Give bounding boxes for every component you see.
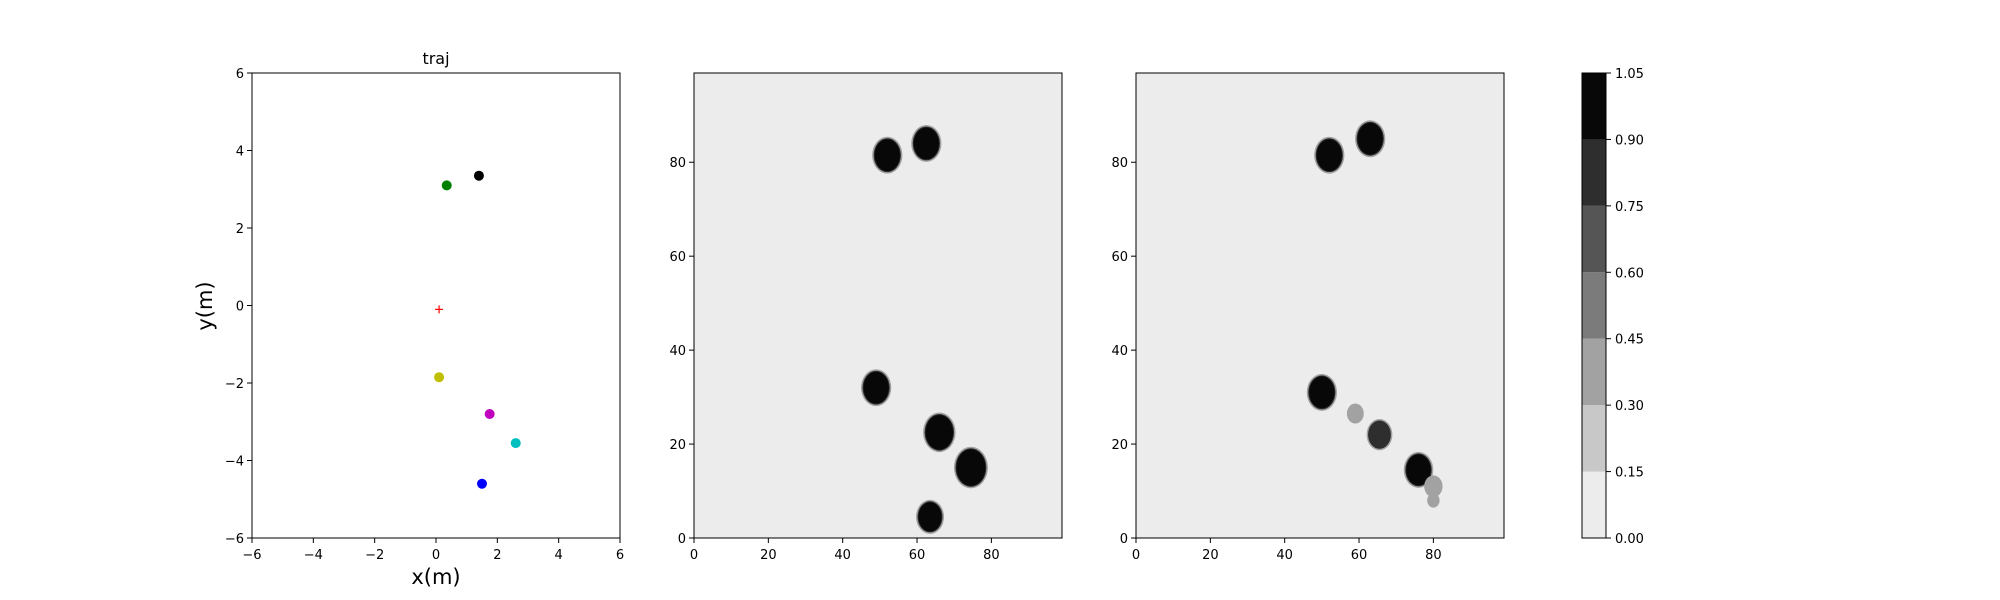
heatmap-2-blob (1355, 120, 1386, 158)
traj-x-ticks: −6 −4 −2 0 2 4 6 (242, 538, 624, 563)
traj-y-ticks: −6 −4 −2 0 2 4 6 (225, 67, 252, 547)
colorbar-tick-label: 1.05 (1615, 67, 1644, 82)
heatmap-1-frame (693, 72, 1063, 539)
colorbar-tick-label: 0.60 (1615, 266, 1644, 281)
traj-point (473, 170, 484, 181)
traj-point (484, 409, 495, 419)
traj-points (434, 170, 521, 489)
traj-x-tick-label: 0 (432, 548, 440, 563)
heatmap-2-blob (1424, 475, 1443, 498)
colorbar-tick-label: 0.75 (1615, 200, 1644, 215)
traj-x-tick-label: 6 (616, 548, 624, 563)
colorbar-tick-label: 0.45 (1615, 333, 1644, 348)
traj-point (477, 478, 487, 489)
heatmap-1-y-ticks: 0 20 40 60 80 (669, 156, 694, 547)
heatmap-2-frame (1135, 72, 1505, 539)
heatmap-1-y-tick-label: 40 (669, 344, 686, 359)
traj-x-label: x(m) (411, 565, 460, 589)
traj-y-tick-label: 0 (236, 300, 244, 315)
colorbar-tick-label: 0.30 (1615, 399, 1644, 414)
traj-y-label: y(m) (193, 281, 217, 330)
heatmap-1-y-tick-label: 0 (678, 532, 686, 547)
heatmap-1-y-tick-label: 80 (669, 156, 686, 171)
heatmap-2-x-tick-label: 80 (1425, 548, 1442, 563)
heatmap-2-blob (1346, 403, 1364, 424)
heatmap-1-blob (923, 412, 956, 453)
heatmap-2-y-tick-label: 0 (1120, 532, 1128, 547)
traj-point (510, 438, 521, 449)
traj-y-tick-label: −4 (225, 455, 244, 470)
colorbar: 0.00 0.15 0.30 0.45 0.60 0.75 0.90 1.05 (1581, 67, 1644, 547)
traj-axes-frame (251, 72, 621, 539)
colorbar-ticks: 0.00 0.15 0.30 0.45 0.60 0.75 0.90 1.05 (1606, 67, 1644, 547)
heatmap-2-blob (1403, 451, 1434, 488)
traj-x-tick-label: −4 (304, 548, 323, 563)
heatmap-2-x-ticks: 0 20 40 60 80 (1132, 538, 1442, 563)
heatmap-2-blob (1306, 373, 1337, 411)
heatmap-2-x-tick-label: 0 (1132, 548, 1140, 563)
traj-point (441, 180, 452, 191)
heatmap-2-content (1136, 73, 1504, 538)
colorbar-tick-label: 0.15 (1615, 466, 1644, 481)
traj-point-plus (435, 305, 444, 314)
colorbar-frame (1581, 72, 1607, 539)
colorbar-band (1582, 272, 1606, 339)
heatmap-2-y-tick-label: 80 (1111, 156, 1128, 171)
heatmap-1-x-tick-label: 20 (760, 548, 777, 563)
colorbar-band (1582, 73, 1606, 140)
colorbar-band (1582, 471, 1606, 538)
heatmap-1-blob (953, 446, 988, 489)
traj-plot: traj −6 −4 −2 0 2 4 6 −6 −4 −2 0 2 4 6 x(m) y(m) (193, 49, 624, 589)
heatmap-2-x-tick-label: 60 (1351, 548, 1368, 563)
heatmap-1-x-tick-label: 40 (834, 548, 851, 563)
colorbar-band (1582, 405, 1606, 472)
traj-x-tick-label: 4 (555, 548, 563, 563)
heatmap-1-blob (916, 499, 945, 534)
heatmap-1-blob (872, 136, 903, 174)
traj-title: traj (422, 49, 449, 68)
traj-x-tick-label: 2 (493, 548, 501, 563)
colorbar-tick-label: 0.00 (1615, 532, 1644, 547)
heatmap-1-x-tick-label: 80 (983, 548, 1000, 563)
heatmap-2-x-tick-label: 40 (1276, 548, 1293, 563)
colorbar-tick-label: 0.90 (1615, 133, 1644, 148)
heatmap-2-blob (1366, 419, 1393, 451)
colorbar-bands (1582, 73, 1606, 538)
colorbar-band (1582, 205, 1606, 273)
traj-y-tick-label: −6 (225, 532, 244, 547)
heatmap-2-blob (1427, 493, 1440, 508)
heatmap-1-blob (911, 124, 942, 162)
heatmap-2-y-ticks: 0 20 40 60 80 (1111, 156, 1136, 547)
heatmap-2-blob (1314, 136, 1345, 174)
heatmap-1-x-tick-label: 60 (909, 548, 926, 563)
heatmap-2-y-tick-label: 20 (1111, 438, 1128, 453)
traj-y-tick-label: 4 (236, 145, 244, 160)
heatmap-1-y-tick-label: 60 (669, 250, 686, 265)
traj-y-tick-label: 2 (236, 222, 244, 237)
heatmap-2-y-tick-label: 40 (1111, 344, 1128, 359)
heatmap-2: 0 20 40 60 80 0 20 40 60 80 (1111, 72, 1505, 563)
traj-x-tick-label: −6 (242, 548, 261, 563)
colorbar-band (1582, 139, 1606, 206)
traj-x-tick-label: −2 (365, 548, 384, 563)
colorbar-band (1582, 338, 1606, 406)
heatmap-2-y-tick-label: 60 (1111, 250, 1128, 265)
traj-y-tick-label: −2 (225, 377, 244, 392)
heatmap-1-x-tick-label: 0 (690, 548, 698, 563)
heatmap-2-x-tick-label: 20 (1202, 548, 1219, 563)
heatmap-1: 0 20 40 60 80 0 20 40 60 80 (669, 72, 1063, 563)
heatmap-1-x-ticks: 0 20 40 60 80 (690, 538, 1000, 563)
traj-point (434, 372, 445, 383)
traj-y-tick-label: 6 (236, 67, 244, 82)
heatmap-1-blob (861, 369, 892, 407)
heatmap-1-y-tick-label: 20 (669, 438, 686, 453)
heatmap-1-content (694, 73, 1062, 538)
